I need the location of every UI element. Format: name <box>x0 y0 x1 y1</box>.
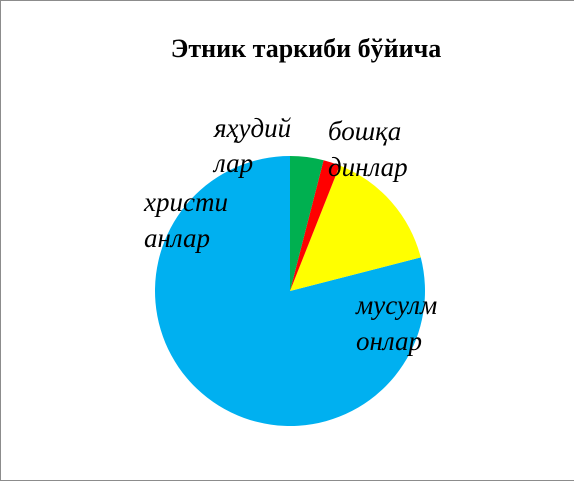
slice-label-line: христи <box>143 187 228 217</box>
slice-labels: мусулм онлар христи анлар яҳудий лар бошқа динл… <box>143 113 437 356</box>
slice-label-line: онлар <box>356 326 422 356</box>
pie-slice-2 <box>290 165 421 291</box>
slice-label-line: яҳудий <box>213 113 292 143</box>
slice-label-1: мусулм онлар <box>355 290 437 356</box>
slice-label-line: анлар <box>144 223 210 253</box>
pie-slice-3 <box>290 160 340 291</box>
slice-label-2: христи анлар <box>143 187 228 253</box>
chart-title: Этник таркиби бўйича <box>171 34 441 63</box>
pie-slice-4 <box>290 156 324 291</box>
slice-label-line: лар <box>212 148 253 178</box>
pie-slices <box>154 156 425 426</box>
slice-label-line: бошқа <box>328 116 401 146</box>
slice-label-line: мусулм <box>355 290 437 320</box>
slice-label-3: яҳудий лар <box>212 113 292 178</box>
slice-label-4: бошқа динлар <box>328 116 408 182</box>
slice-label-line: динлар <box>328 152 408 182</box>
